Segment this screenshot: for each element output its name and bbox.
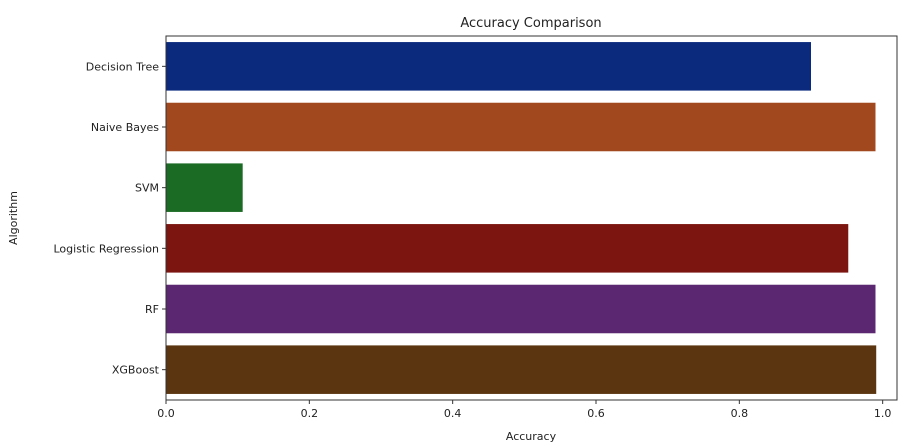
- x-tick-label: 1.0: [874, 407, 892, 420]
- x-tick-label: 0.6: [587, 407, 605, 420]
- x-axis-label: Accuracy: [506, 430, 557, 443]
- y-tick-label: SVM: [135, 182, 159, 195]
- bars-layer: [166, 42, 877, 394]
- x-tick-label: 0.2: [301, 407, 319, 420]
- plot-frame: [165, 35, 898, 401]
- bar-decision-tree: [166, 42, 811, 91]
- x-tick-label: 0.0: [157, 407, 175, 420]
- y-tick-label: XGBoost: [112, 364, 160, 377]
- bar-rf: [166, 284, 876, 334]
- y-tick-label: Logistic Regression: [53, 242, 159, 255]
- bar-naive-bayes: [166, 102, 876, 152]
- x-tick-label: 0.4: [444, 407, 462, 420]
- y-tick-label: Decision Tree: [86, 60, 159, 73]
- x-tick-label: 0.8: [731, 407, 749, 420]
- y-tick-label: RF: [145, 303, 159, 316]
- bar-logistic-regression: [166, 224, 849, 273]
- x-axis: 0.0 0.2 0.4 0.6 0.8 1.0: [157, 400, 891, 420]
- bar-xgboost: [166, 345, 877, 394]
- y-tick-label: Naive Bayes: [91, 121, 159, 134]
- bar-svm: [166, 163, 243, 212]
- chart-title: Accuracy Comparison: [460, 16, 601, 31]
- y-axis-label: Algorithm: [7, 191, 20, 245]
- y-axis: Decision Tree Naive Bayes SVM Logistic Regr…: [53, 60, 166, 377]
